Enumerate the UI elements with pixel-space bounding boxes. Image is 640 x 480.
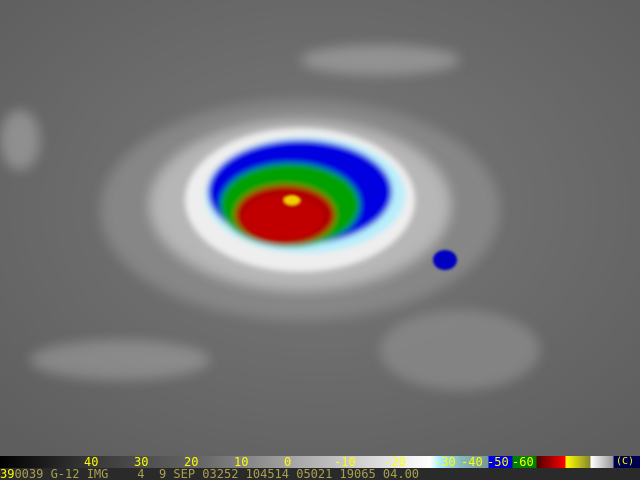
image-caption: 0039 G-12 IMG 4 9 SEP 03252 104514 05021… [14,467,420,480]
scale-label: 0 [284,455,292,469]
scale-label: -60 [512,455,534,469]
frame-number: 39 [0,467,15,480]
temperature-color-scale: 40 30 20 10 0 -10 -20 -30 -40 -50 -60 (C… [0,456,640,468]
scale-label: 30 [134,455,149,469]
scale-label: -50 [487,455,509,469]
scale-label: -40 [461,455,483,469]
scale-label: -10 [334,455,356,469]
scale-label: -30 [434,455,456,469]
scale-label: 40 [84,455,99,469]
scale-label: 10 [234,455,249,469]
scale-label: 20 [184,455,199,469]
image-info-bar: 390039 G-12 IMG 4 9 SEP 03252 104514 050… [0,468,640,480]
satellite-image [0,0,640,456]
scale-label: -20 [384,455,406,469]
copyright-label: (C) [615,456,634,467]
